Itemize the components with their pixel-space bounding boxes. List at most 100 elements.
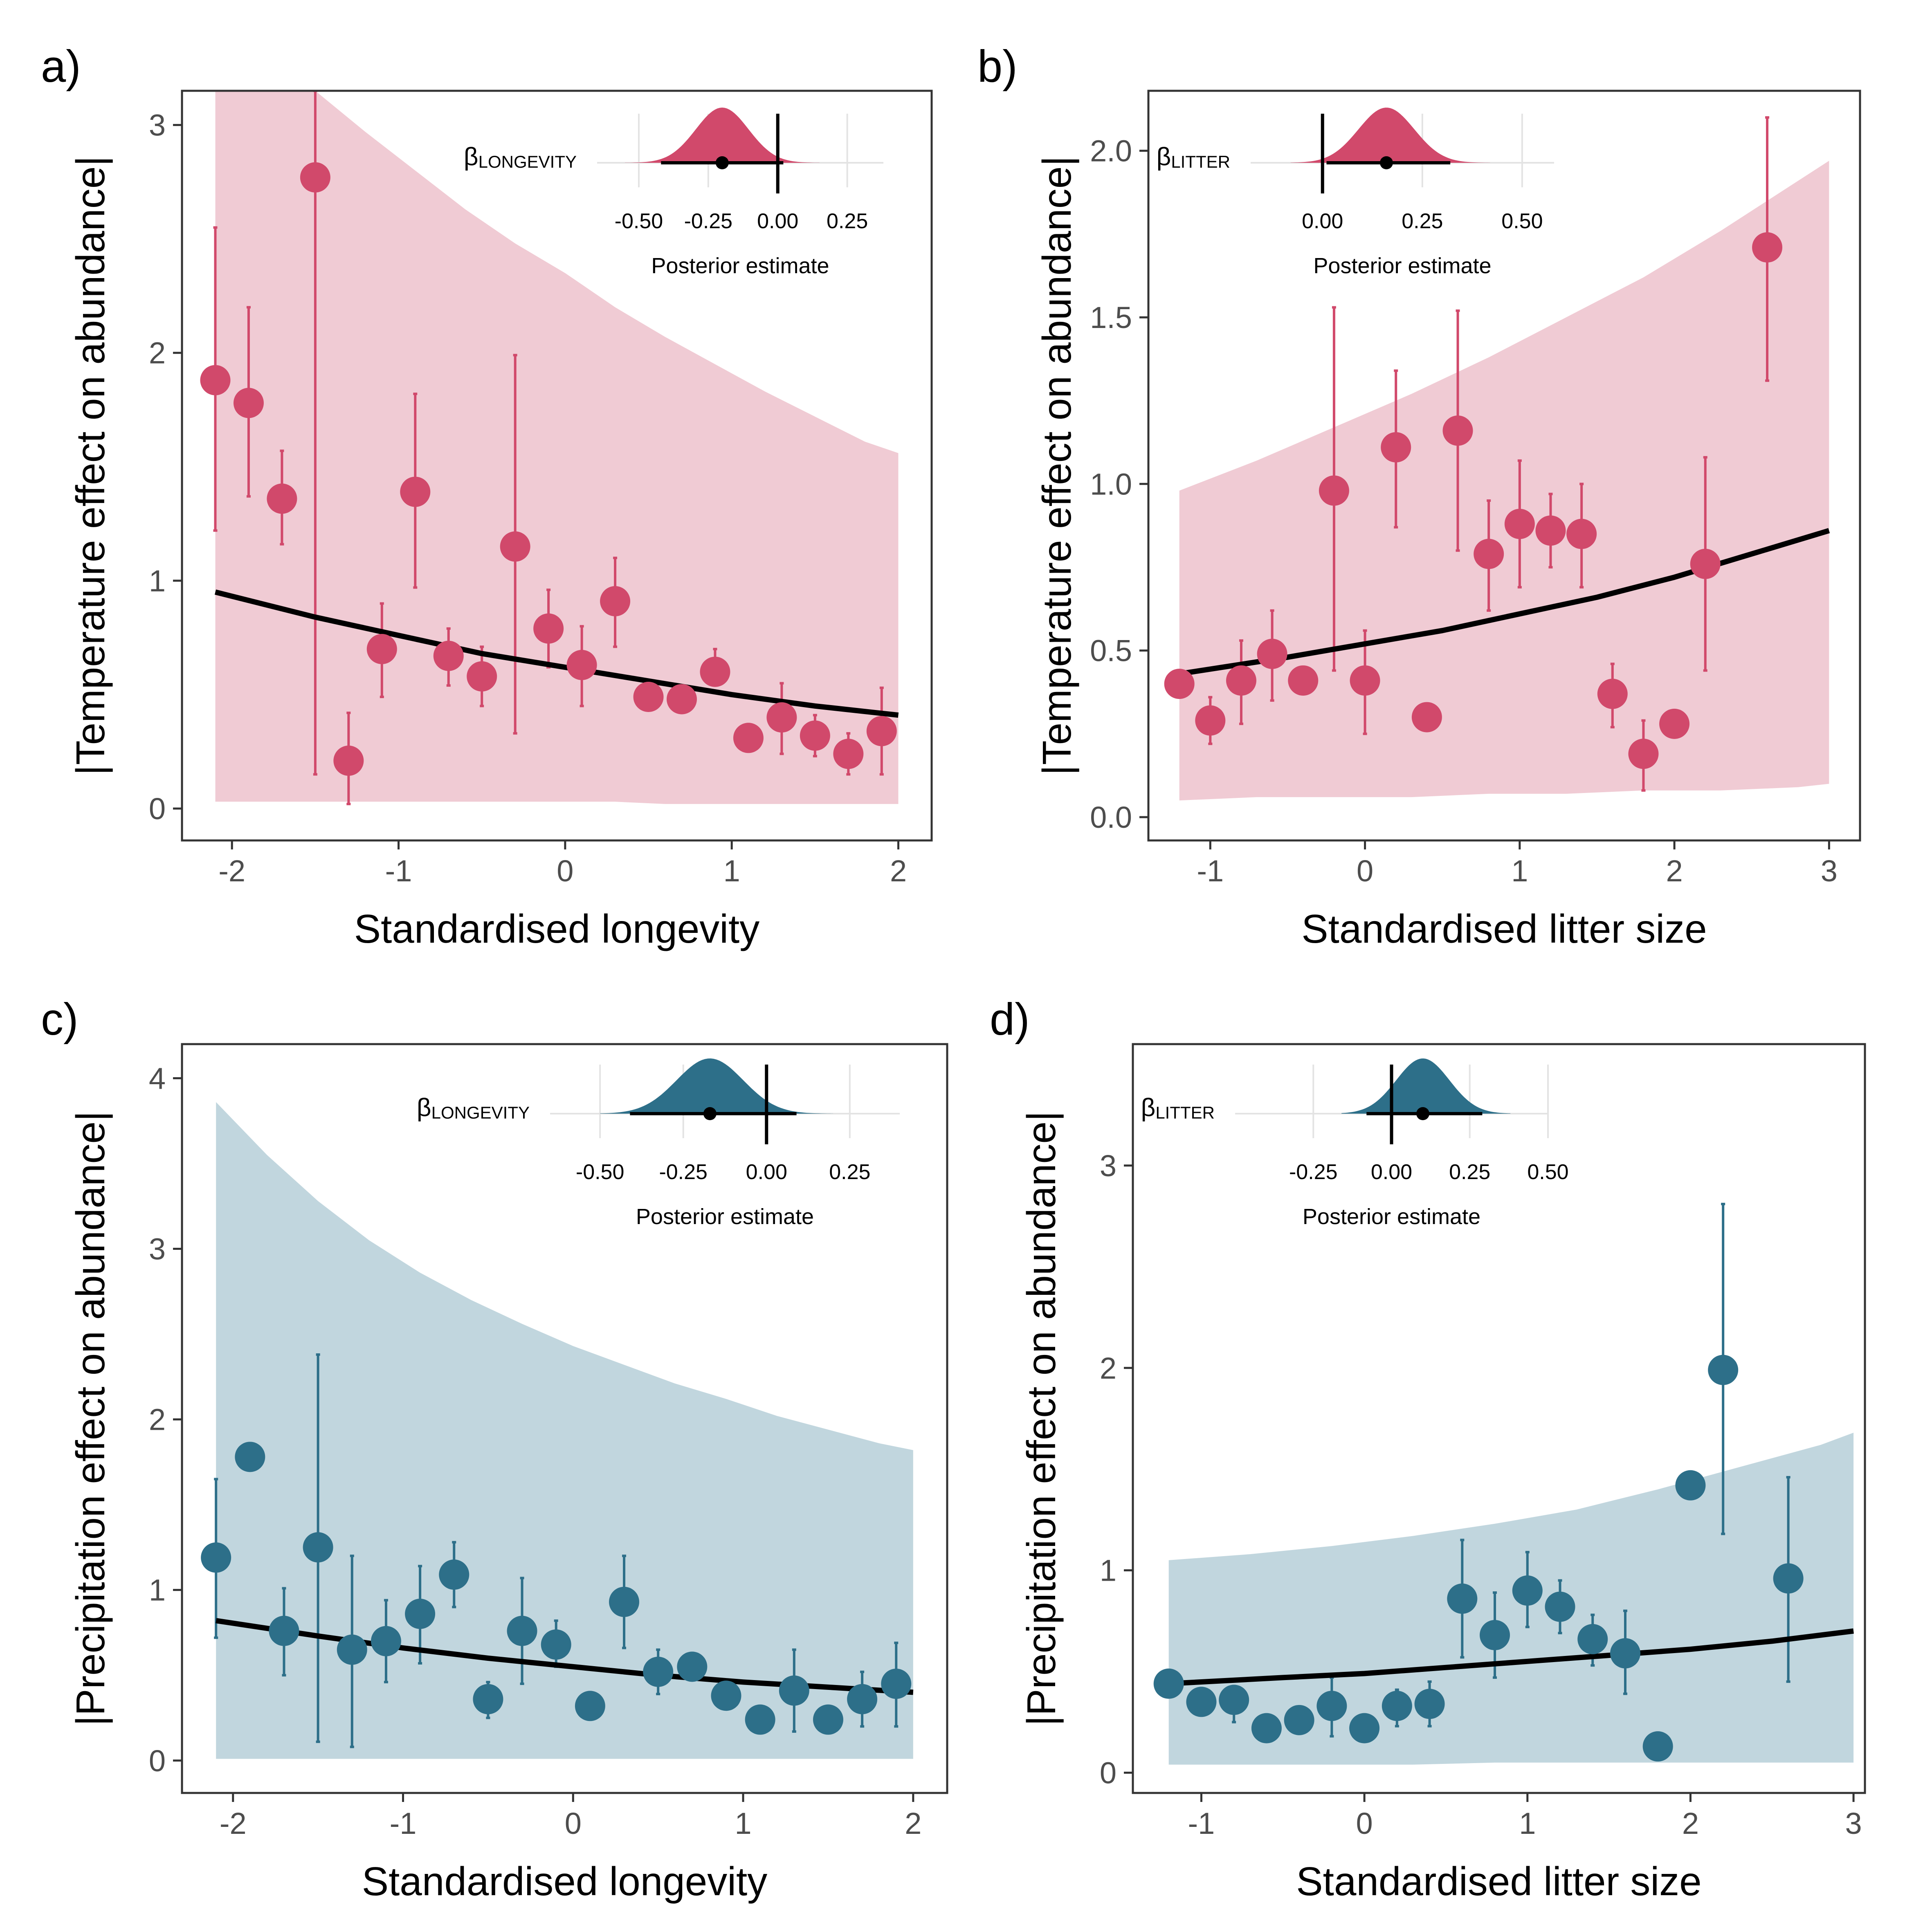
inset-tick-label: 0.00 [1371,1160,1412,1184]
beta-subscript: LONGEVITY [479,152,577,171]
posterior-density [1341,1058,1511,1114]
x-tick-label: 2 [890,854,907,888]
posterior-density [600,1058,833,1114]
x-axis-title: Standardised litter size [1296,1859,1701,1904]
inset-tick-label: 0.50 [1501,209,1543,233]
inset-tick-label: 0.00 [746,1160,787,1184]
data-point [433,640,464,671]
plot-frame [1147,90,1861,842]
posterior-median [1379,156,1393,169]
beta-symbol: β [1141,1094,1156,1122]
data-point [1447,1583,1478,1614]
data-point [1381,432,1411,463]
x-tick-label: -1 [1188,1806,1215,1840]
posterior-density [625,108,820,163]
beta-subscript: LONGEVITY [431,1103,530,1122]
data-point [1474,539,1504,569]
data-point [303,1532,333,1563]
data-point [643,1656,674,1687]
plot-area [1164,116,1830,801]
x-tick-label: 1 [735,1806,751,1840]
y-axis-title: |Temperature effect on abundance| [1034,156,1079,775]
credible-band [215,91,899,804]
data-point [267,483,297,514]
x-tick-label: -2 [218,854,245,888]
data-point [866,716,897,746]
y-tick-label: 0 [1100,1756,1117,1790]
beta-subscript: LITTER [1171,152,1230,171]
fit-line [1168,1628,1854,1687]
inset-tick-label: -0.25 [684,209,733,233]
y-tick-label: 1.0 [1090,467,1132,501]
data-point [800,720,830,751]
x-tick-label: 3 [1821,854,1838,888]
data-point [1690,548,1721,579]
data-point [541,1629,571,1660]
data-point [1675,1470,1706,1501]
data-point [1411,702,1442,732]
posterior-median [715,156,729,169]
posterior-median [1416,1107,1429,1120]
y-axis-title: |Precipitation effect on abundance| [68,1111,113,1726]
y-tick-label: 2 [1100,1351,1117,1385]
beta-symbol: β [1157,143,1171,171]
data-point [1257,638,1287,669]
plot-frame [1132,1043,1866,1794]
inset-tick-label: -0.25 [1289,1160,1338,1184]
y-tick-label: 0.5 [1090,634,1132,668]
data-point [847,1684,878,1714]
data-point [1251,1713,1282,1743]
beta-symbol: β [464,143,479,171]
data-point [1512,1575,1543,1606]
data-point [371,1626,401,1656]
data-point [566,650,597,680]
beta-label: βLITTER [1157,143,1230,171]
beta-label: βLONGEVITY [464,143,577,171]
plot-area [1153,1202,1854,1765]
x-tick-label: -1 [1197,854,1224,888]
y-axis-title: |Precipitation effect on abundance| [1019,1111,1064,1726]
data-point [500,531,530,562]
panel-label: d) [990,994,1030,1045]
data-point [473,1684,503,1714]
data-point [1284,1705,1314,1735]
x-tick-label: 2 [1682,1806,1699,1840]
data-point [745,1704,775,1735]
data-point [667,684,697,714]
data-point [609,1586,640,1617]
data-point [333,746,364,776]
data-point [467,661,497,692]
data-point [700,656,730,687]
data-point [400,476,431,507]
data-point [201,1542,231,1573]
data-point [1752,232,1783,263]
data-point [766,702,797,733]
inset-title: Posterior estimate [636,1204,814,1229]
y-tick-label: 0 [149,1744,166,1778]
inset-tick-label: 0.50 [1527,1160,1568,1184]
posterior-median [703,1107,717,1120]
data-point [779,1675,809,1706]
data-point [1316,1691,1347,1721]
panel-b: -1 0 1 2 3 0.0 0.5 1.0 1.5 2.0 Standardised litter… [977,41,1861,951]
plot-area [201,1102,914,1759]
data-point [575,1691,605,1721]
data-point [1195,705,1226,736]
data-point [269,1615,299,1646]
data-point [1164,669,1195,699]
data-point [1319,475,1349,506]
fit-line [214,589,899,718]
x-tick-label: -2 [220,1806,247,1840]
data-point [200,365,231,395]
x-tick-label: -1 [390,1806,417,1840]
data-point [1642,1731,1673,1762]
x-tick-label: 0 [1356,1806,1373,1840]
y-tick-label: 1.5 [1090,301,1132,335]
y-tick-label: 4 [149,1061,166,1095]
plot-frame [181,90,933,842]
data-point [1504,509,1535,539]
beta-label: βLITTER [1141,1094,1215,1122]
data-point [439,1559,470,1590]
inset-tick-label: 0.25 [1449,1160,1490,1184]
data-point [677,1651,708,1682]
